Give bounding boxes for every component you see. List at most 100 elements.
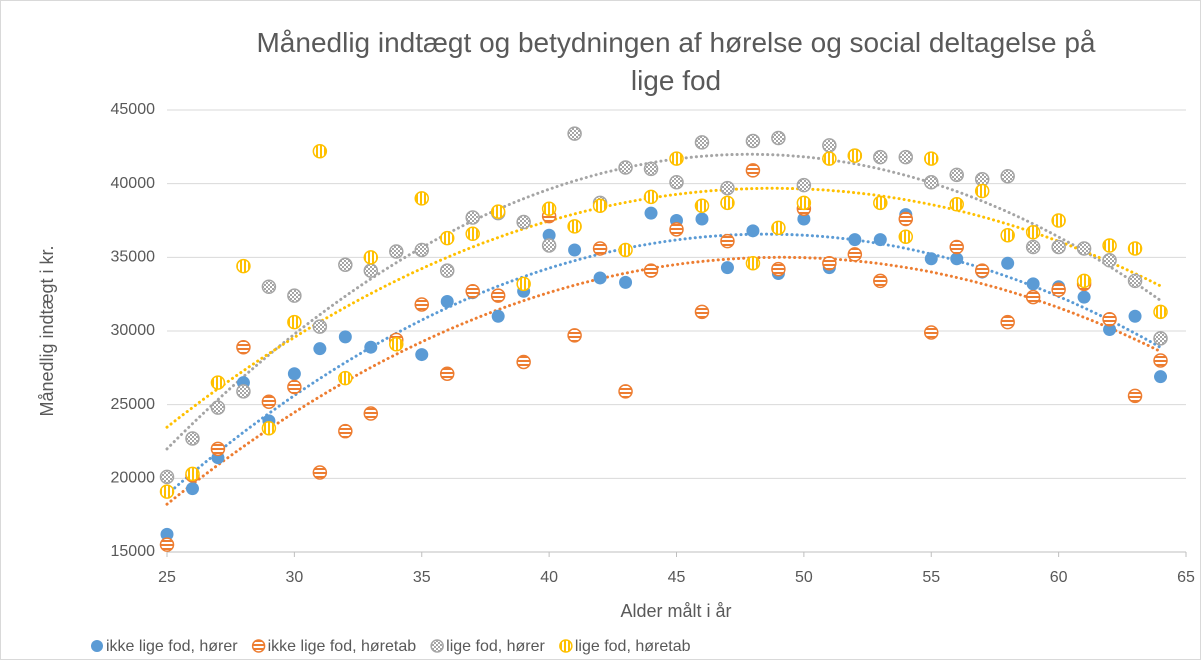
point <box>363 250 379 265</box>
point <box>210 441 226 457</box>
point <box>490 288 506 303</box>
point <box>414 191 429 206</box>
point <box>516 214 531 230</box>
point <box>898 211 914 227</box>
point <box>694 135 710 150</box>
point <box>440 295 454 309</box>
point <box>1051 213 1066 228</box>
point <box>414 242 429 258</box>
x-tick-label: 25 <box>158 569 176 586</box>
point <box>924 151 939 166</box>
point <box>1153 353 1168 368</box>
point <box>236 258 251 274</box>
point <box>415 348 429 362</box>
point <box>694 304 710 320</box>
point <box>822 151 837 166</box>
legend-marker <box>430 639 444 653</box>
y-tick-label: 20000 <box>111 470 156 487</box>
point <box>1000 227 1015 243</box>
point <box>873 233 887 247</box>
point <box>695 212 709 226</box>
point <box>745 255 761 271</box>
point <box>568 243 582 257</box>
point <box>490 204 506 219</box>
point <box>210 375 226 390</box>
x-tick-label: 55 <box>922 569 940 586</box>
legend-marker <box>251 639 266 653</box>
point <box>796 177 812 193</box>
point <box>185 482 199 496</box>
point <box>1025 225 1041 240</box>
point <box>185 431 200 446</box>
point <box>898 229 914 244</box>
point <box>720 180 735 196</box>
point <box>439 366 455 381</box>
point <box>160 527 174 541</box>
point <box>796 195 812 211</box>
point <box>567 219 582 234</box>
point <box>1076 241 1092 256</box>
point <box>541 238 557 253</box>
point <box>873 273 888 289</box>
trendline <box>165 186 1162 429</box>
point <box>592 241 608 256</box>
x-tick-label: 30 <box>285 569 303 586</box>
point <box>363 406 379 421</box>
point <box>261 394 277 409</box>
point <box>465 210 480 225</box>
point <box>1102 238 1117 253</box>
point <box>644 206 658 220</box>
point <box>159 484 175 499</box>
point <box>771 130 786 146</box>
point <box>848 233 862 247</box>
legend-label: lige fod, hører <box>446 638 545 655</box>
legend-label: ikke lige fod, hører <box>106 638 238 655</box>
point <box>745 133 761 149</box>
point <box>669 222 684 237</box>
point <box>822 255 837 271</box>
point <box>312 319 328 334</box>
point <box>236 339 251 355</box>
point <box>185 466 200 482</box>
y-tick-label: 15000 <box>111 543 156 560</box>
point <box>1154 370 1168 384</box>
y-tick-label: 30000 <box>111 322 156 339</box>
point <box>669 174 684 190</box>
point <box>338 257 353 272</box>
point <box>516 276 531 292</box>
point <box>1127 241 1143 256</box>
point <box>1026 277 1040 291</box>
point <box>1051 239 1066 255</box>
point <box>643 263 659 278</box>
point <box>1127 388 1143 404</box>
y-tick-label: 45000 <box>111 101 156 118</box>
point <box>592 198 608 214</box>
x-tick-label: 50 <box>795 569 813 586</box>
point <box>974 183 990 199</box>
y-tick-label: 25000 <box>111 396 156 413</box>
point <box>924 174 939 190</box>
point <box>567 126 582 141</box>
point <box>439 230 455 246</box>
point <box>694 198 710 214</box>
point <box>924 325 939 340</box>
point <box>771 261 786 277</box>
point <box>949 167 964 183</box>
point <box>1025 239 1041 255</box>
point <box>1000 169 1015 184</box>
point <box>1000 314 1015 330</box>
trendline <box>165 232 1162 496</box>
point <box>541 201 557 216</box>
point <box>949 239 964 255</box>
point <box>1051 282 1066 297</box>
point <box>1025 289 1041 305</box>
y-axis-label: Månedlig indtægt i kr. <box>37 245 57 416</box>
point <box>924 252 938 266</box>
point <box>159 469 175 485</box>
point <box>236 384 251 399</box>
point <box>338 330 352 344</box>
point <box>1102 253 1117 268</box>
x-tick-label: 40 <box>540 569 558 586</box>
y-tick-label: 35000 <box>111 249 156 266</box>
point <box>643 189 659 205</box>
